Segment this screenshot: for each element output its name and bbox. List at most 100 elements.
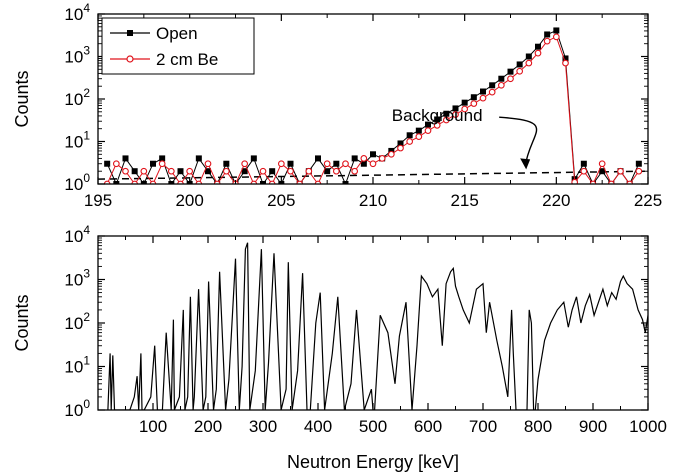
data-point-be [598,160,606,168]
x-tick-label: 215 [450,191,478,210]
y-tick-label: 103 [64,44,90,67]
data-point-be [204,160,212,168]
data-point-be [342,160,349,168]
data-point-open [489,82,496,89]
data-point-be [112,160,120,168]
data-point-open [177,168,184,175]
x-tick-label: 220 [542,191,570,210]
data-point-open [434,116,441,123]
x-tick-label: 1000 [629,417,667,436]
data-point-open [599,168,606,175]
top-panel: 100 101 102 103 104 195 200 205 210 215 220 225 Co… [12,1,662,210]
data-point-be [516,67,524,75]
data-point-be [552,33,560,41]
data-point-be [635,167,643,175]
x-tick-label: 225 [634,191,662,210]
data-point-be [387,150,395,158]
data-point-open [342,181,349,184]
legend-marker-open [127,30,133,36]
data-point-be [122,167,129,175]
bottom-x-axis-label: Neutron Energy [keV] [287,452,459,472]
y-tick-label: 100 [64,397,90,420]
data-point-open [425,121,431,128]
legend-entry-be: 2 cm Be [110,50,218,69]
data-point-be [323,160,331,168]
data-point-open [104,160,111,167]
data-point-open [406,132,413,139]
legend: Open 2 cm Be [101,17,255,75]
data-point-be [562,59,569,67]
bottom-plot-frame [97,235,649,411]
data-point-open [315,155,321,162]
y-tick-label: 104 [64,223,90,246]
data-point-open [150,160,156,167]
data-point-open [580,160,587,167]
data-point-be [277,160,285,168]
data-point-be [488,88,496,96]
data-point-open [122,155,129,162]
y-tick-label: 101 [64,129,90,152]
data-point-open [360,160,367,167]
data-point-open [287,160,294,167]
y-tick-label: 102 [64,86,90,109]
data-point-be [332,167,340,175]
data-point-be [433,121,441,129]
data-point-open [250,155,257,162]
data-point-be [617,167,624,175]
top-y-axis-label: Counts [12,70,32,127]
data-point-open [159,155,166,162]
data-point-be [525,59,533,67]
data-point-be [415,133,423,141]
data-point-be [378,155,386,162]
background-arrowhead [520,158,531,170]
spectrum-line [107,242,648,410]
y-tick-label: 104 [64,1,90,24]
y-tick-label: 101 [64,354,90,377]
top-x-tick-labels: 195 200 205 210 215 220 225 [84,191,662,210]
data-point-open [195,155,202,162]
x-tick-label: 700 [469,417,497,436]
legend-entry-open: Open [110,24,198,43]
data-point-be [452,111,459,118]
data-point-be [305,167,313,175]
legend-marker-be [126,55,134,63]
background-line [98,170,648,180]
data-point-open [553,27,560,34]
data-point-be [497,81,505,89]
data-point-be [351,167,359,175]
data-point-be [406,138,414,145]
background-arrow [499,116,538,167]
x-tick-label: 800 [524,417,552,436]
data-point-open [415,127,422,134]
x-tick-label: 205 [267,191,295,210]
data-point-be [167,167,175,175]
x-tick-label: 400 [304,417,332,436]
x-tick-label: 200 [175,191,203,210]
data-point-be [360,155,368,162]
data-point-be [507,75,514,83]
data-point-be [442,116,450,124]
data-point-be [479,94,487,102]
data-point-be [534,49,542,57]
top-plot-frame [97,13,649,185]
data-point-open [461,99,468,106]
data-point-open [544,31,551,38]
data-point-be [369,160,377,168]
x-tick-label: 195 [84,191,112,210]
data-point-open [370,151,376,158]
y-tick-label: 102 [64,310,90,333]
data-point-be [287,167,294,175]
data-point-open [480,88,486,95]
bottom-x-tick-labels: 100 200 300 400 500 600 700 800 900 1000 [139,417,667,436]
legend-label-open: Open [156,24,198,43]
data-point-open [470,94,477,101]
bottom-panel: 100 101 102 103 104 100 200 300 400 500 600 700 800… [12,223,667,472]
data-point-open [131,168,138,175]
data-point-be [241,160,249,168]
data-point-open [525,53,532,60]
x-tick-label: 600 [414,417,442,436]
x-tick-label: 210 [359,191,387,210]
legend-box [101,17,255,75]
data-point-be [140,167,148,175]
x-tick-label: 900 [579,417,607,436]
